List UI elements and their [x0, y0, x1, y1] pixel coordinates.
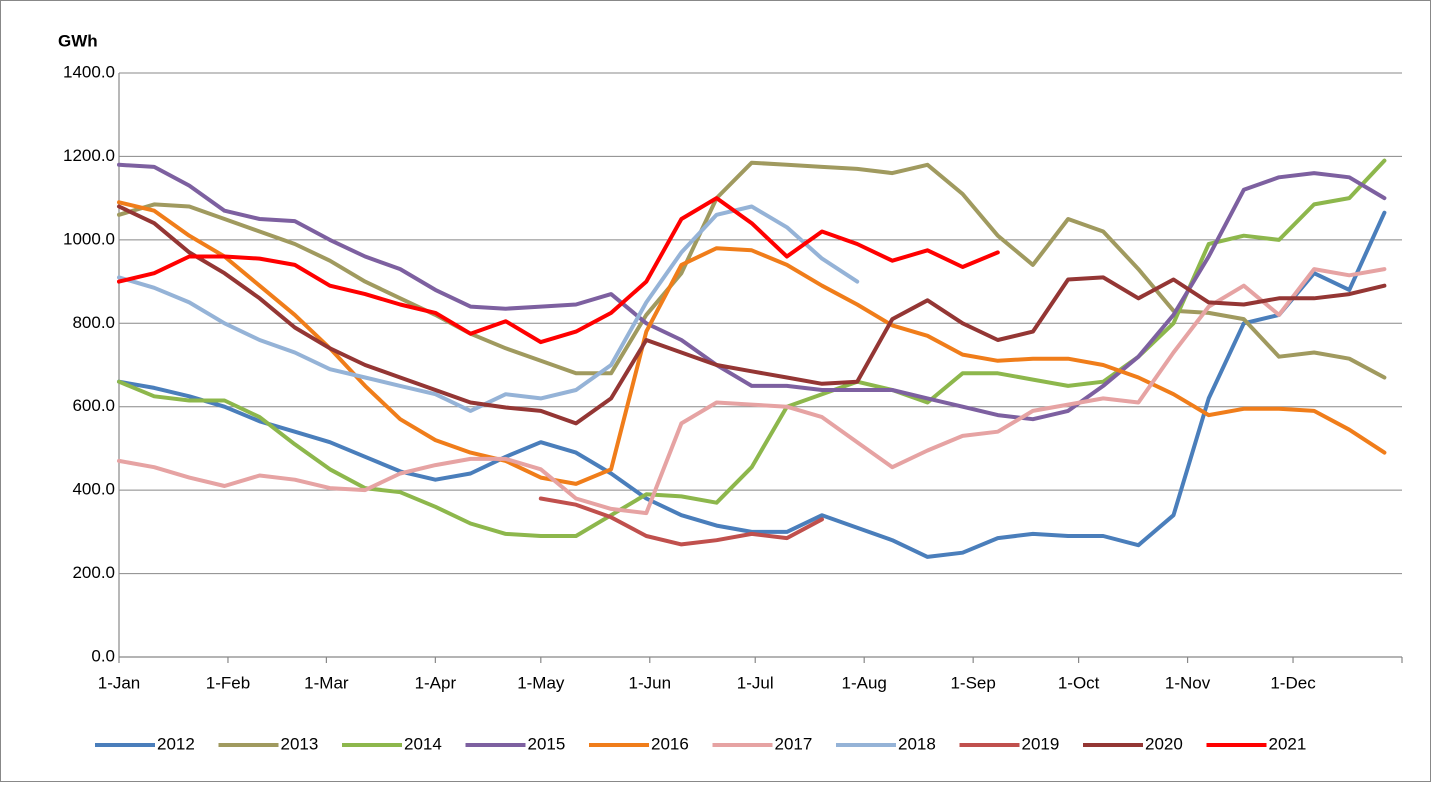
x-tick-label: 1-Nov [1165, 673, 1211, 692]
series-line [117, 160, 1387, 380]
y-tick-label: 1200.0 [63, 146, 115, 165]
series-line [117, 196, 1000, 345]
x-tick-label: 1-Jun [629, 673, 672, 692]
legend-label: 2020 [1145, 734, 1183, 753]
x-tick-label: 1-Sep [950, 673, 995, 692]
series-line [117, 210, 1387, 559]
series-line [538, 496, 824, 547]
y-tick-label: 800.0 [72, 313, 115, 332]
legend-label: 2014 [404, 734, 442, 753]
y-tick-label: 0.0 [91, 646, 115, 665]
legend-label: 2021 [1269, 734, 1307, 753]
legend-label: 2016 [651, 734, 689, 753]
x-tick-label: 1-Dec [1270, 673, 1316, 692]
x-tick-label: 1-Aug [842, 673, 887, 692]
y-tick-label: 600.0 [72, 396, 115, 415]
x-tick-label: 1-Jul [737, 673, 774, 692]
y-tick-label: 1400.0 [63, 62, 115, 81]
legend-label: 2015 [528, 734, 566, 753]
legend-label: 2018 [898, 734, 936, 753]
x-tick-label: 1-May [517, 673, 565, 692]
y-tick-label: 1000.0 [63, 229, 115, 248]
x-tick-label: 1-Mar [304, 673, 349, 692]
x-tick-label: 1-Apr [415, 673, 457, 692]
y-axis-label: GWh [58, 31, 98, 50]
y-tick-label: 200.0 [72, 563, 115, 582]
series-line [117, 158, 1387, 538]
x-tick-label: 1-Oct [1058, 673, 1100, 692]
x-tick-label: 1-Feb [206, 673, 250, 692]
series-line [117, 162, 1387, 422]
legend-label: 2017 [775, 734, 813, 753]
legend-label: 2013 [281, 734, 319, 753]
legend-label: 2012 [157, 734, 195, 753]
series-line [117, 267, 1387, 516]
x-tick-label: 1-Jan [98, 673, 141, 692]
series-line [117, 204, 1387, 426]
y-tick-label: 400.0 [72, 480, 115, 499]
legend-label: 2019 [1022, 734, 1060, 753]
